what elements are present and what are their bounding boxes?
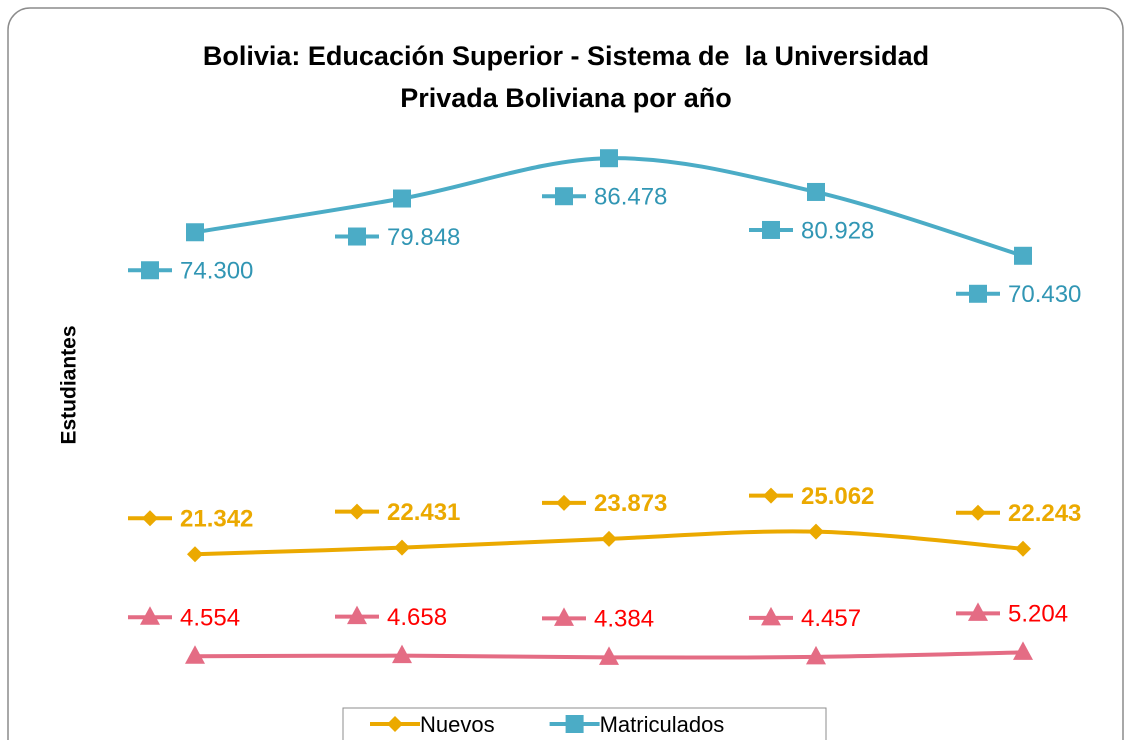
label-key-marker <box>349 503 365 520</box>
label-key-marker <box>347 605 367 625</box>
chart-border <box>7 7 1124 740</box>
label-key-marker <box>762 220 780 239</box>
legend-label: Matriculados <box>600 712 725 737</box>
data-label: 4.384 <box>594 606 654 633</box>
data-point <box>187 546 203 563</box>
data-label: 5.204 <box>1008 601 1068 628</box>
data-point <box>186 223 204 242</box>
data-label: 25.062 <box>801 483 874 510</box>
label-key-marker <box>140 606 160 625</box>
data-label: 86.478 <box>594 184 667 211</box>
legend-marker <box>387 716 403 732</box>
label-key-marker <box>554 607 574 626</box>
data-point <box>392 644 412 664</box>
label-key-marker <box>968 602 988 621</box>
data-label: 4.457 <box>801 605 861 632</box>
data-point <box>808 523 824 540</box>
data-point <box>807 182 825 201</box>
data-label: 22.431 <box>387 499 460 526</box>
data-point <box>394 539 410 556</box>
label-key-marker <box>763 487 779 504</box>
legend-label: Nuevos <box>420 712 495 737</box>
label-key-marker <box>970 504 986 521</box>
data-point <box>601 530 617 547</box>
label-key-marker <box>141 261 159 280</box>
data-point <box>599 646 619 665</box>
data-label: 80.928 <box>801 217 874 244</box>
label-key-marker <box>555 187 573 206</box>
data-label: 22.243 <box>1008 500 1081 527</box>
data-point <box>393 189 411 208</box>
data-point <box>600 149 618 168</box>
label-key-marker <box>761 606 781 626</box>
data-point <box>806 645 826 665</box>
data-label: 23.873 <box>594 490 667 517</box>
chart-title: Privada Boliviana por año <box>400 83 732 113</box>
chart-title: Bolivia: Educación Superior - Sistema de… <box>203 41 929 71</box>
data-label: 21.342 <box>180 506 253 533</box>
data-label: 79.848 <box>387 224 460 251</box>
label-key-marker <box>348 227 366 246</box>
label-key-marker <box>142 510 158 527</box>
legend-marker <box>565 715 584 733</box>
data-label: 74.300 <box>180 258 253 285</box>
label-key-marker <box>556 494 572 511</box>
data-point <box>1015 540 1031 557</box>
data-point <box>185 645 205 664</box>
data-label: 4.554 <box>180 605 240 632</box>
label-key-marker <box>969 284 987 303</box>
data-label: 4.658 <box>387 604 447 631</box>
data-label: 70.430 <box>1008 281 1081 308</box>
y-axis-label: Estudiantes <box>58 325 81 444</box>
data-point <box>1014 246 1032 265</box>
data-point <box>1013 641 1033 660</box>
